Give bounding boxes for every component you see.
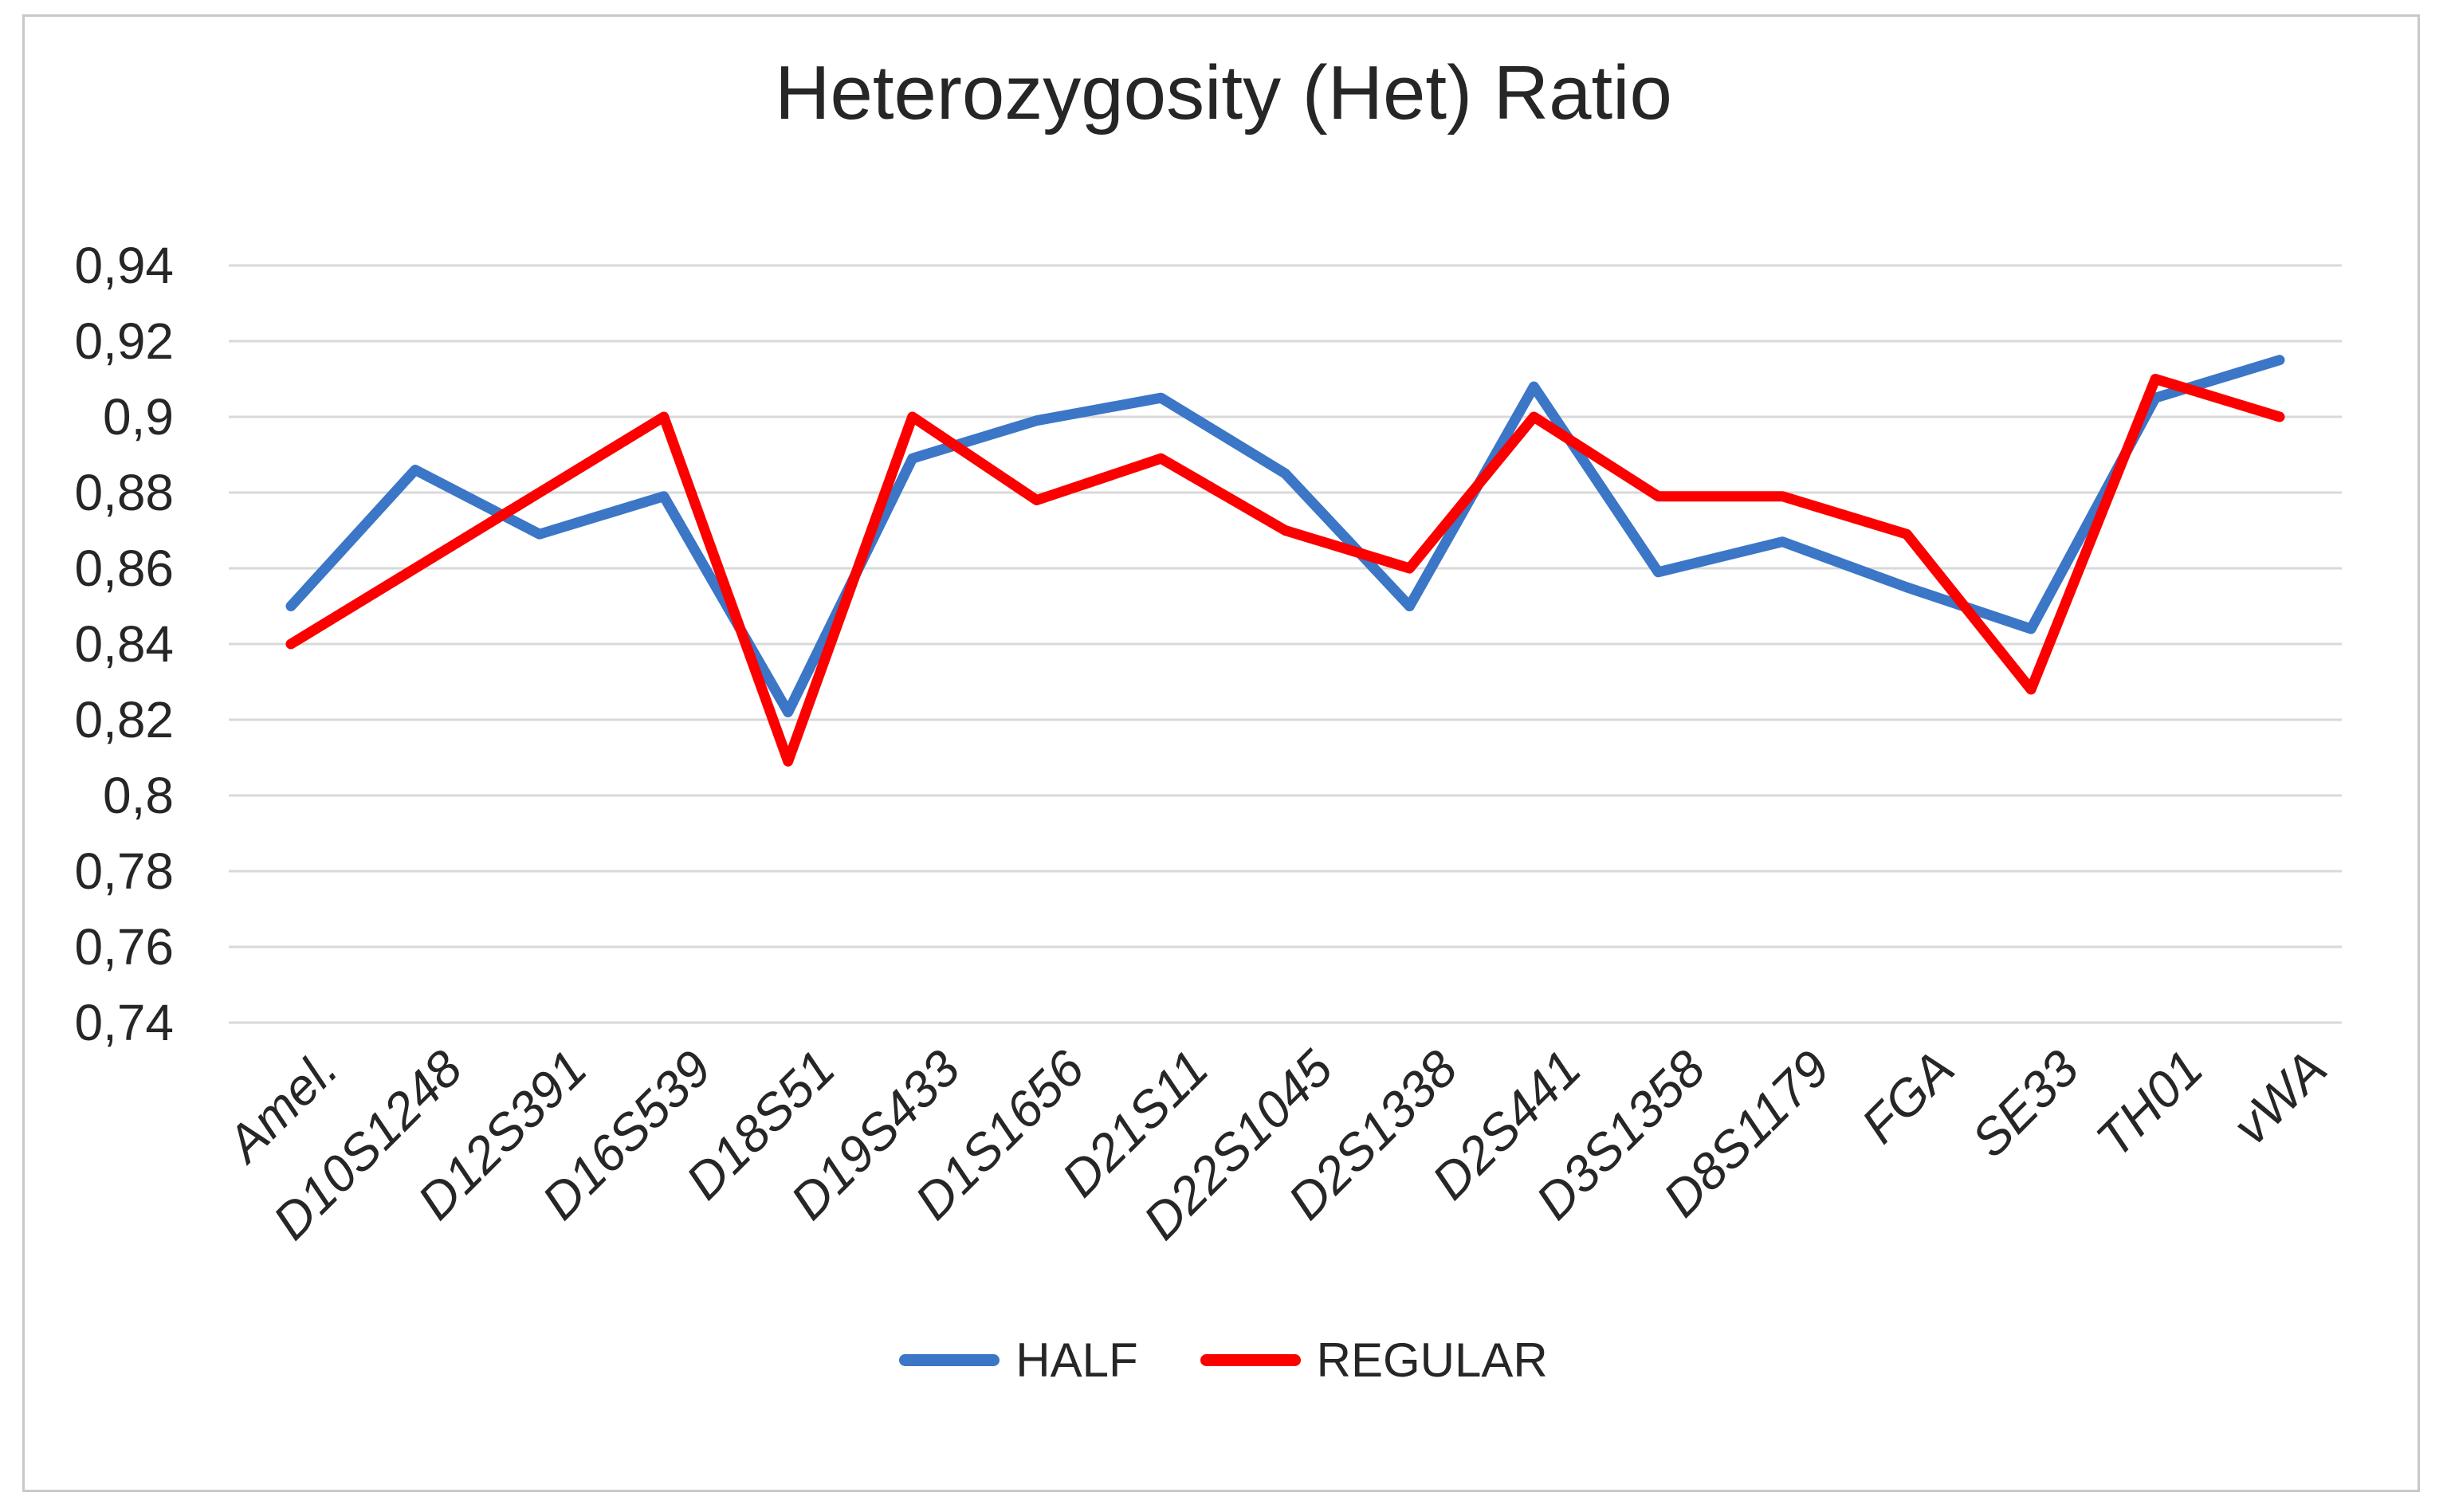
- y-axis-tick-label: 0,86: [74, 540, 174, 597]
- y-axis-tick-label: 0,76: [74, 918, 174, 976]
- series-line-regular: [285, 374, 2285, 767]
- legend-item-half: HALF: [899, 1333, 1138, 1388]
- y-axis-tick-label: 0,94: [74, 237, 174, 294]
- y-axis-tick-label: 0,82: [74, 691, 174, 748]
- series-line-half: [285, 355, 2285, 717]
- y-axis-tick-label: 0,78: [74, 842, 174, 900]
- y-axis-tick-label: 0,74: [74, 994, 174, 1051]
- y-axis-tick-label: 0,92: [74, 312, 174, 370]
- y-axis-tick-label: 0,8: [103, 767, 174, 824]
- legend-line-swatch: [1200, 1354, 1301, 1366]
- legend-line-swatch: [899, 1354, 1000, 1366]
- chart-frame: [22, 14, 2420, 1492]
- legend-item-regular: REGULAR: [1200, 1333, 1548, 1388]
- legend: HALF REGULAR: [0, 1333, 2447, 1388]
- legend-label: HALF: [1015, 1333, 1138, 1387]
- y-axis-tick-label: 0,9: [103, 388, 174, 446]
- y-axis-tick-label: 0,88: [74, 464, 174, 521]
- legend-label: REGULAR: [1316, 1333, 1548, 1387]
- y-axis-tick-label: 0,84: [74, 615, 174, 673]
- chart-title: Heterozygosity (Het) Ratio: [775, 50, 1672, 135]
